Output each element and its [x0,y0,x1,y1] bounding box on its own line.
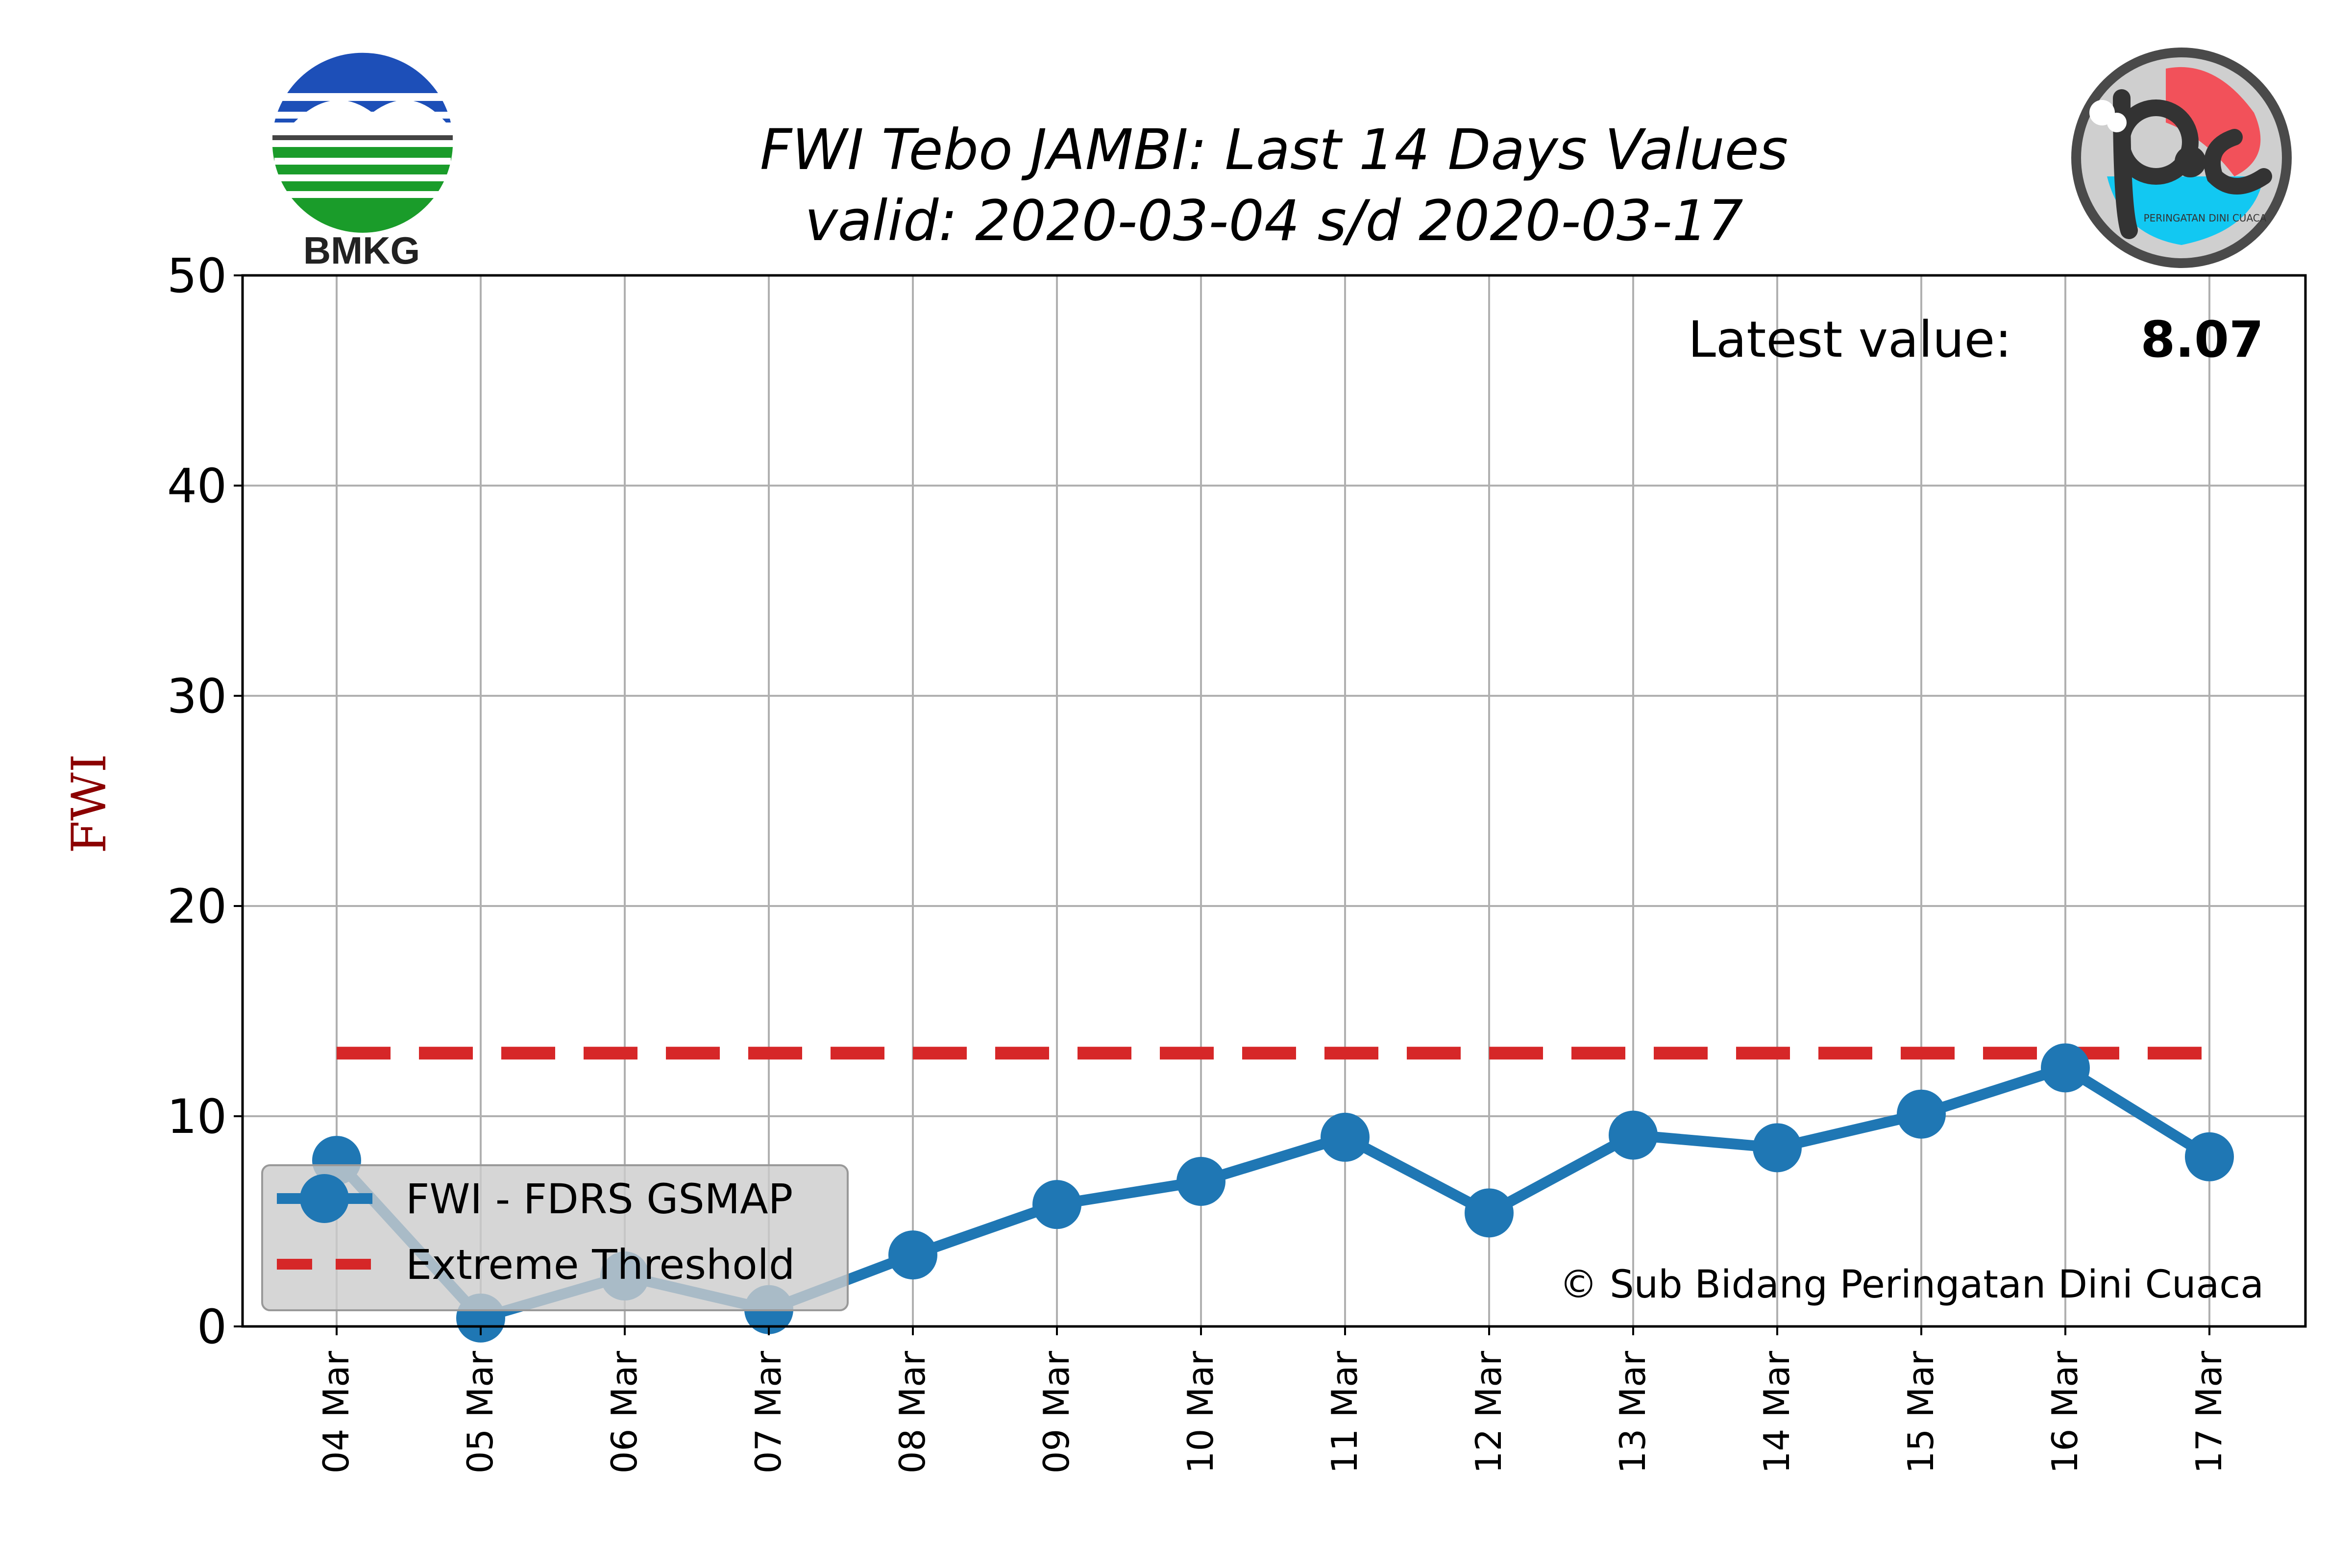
legend-label-fwi: FWI - FDRS GSMAP [406,1175,793,1223]
chart-title: FWI Tebo JAMBI: Last 14 Days Values [760,117,1788,182]
x-tick-label: 16 Mar [2044,1351,2085,1474]
y-axis-label: FWI [62,754,117,853]
y-tick-label: 40 [167,459,227,514]
x-tick-label: 12 Mar [1468,1351,1509,1474]
x-tick-label: 06 Mar [604,1351,645,1474]
x-tick-label: 04 Mar [316,1351,357,1474]
x-tick-label: 10 Mar [1180,1351,1221,1474]
x-tick-label: 09 Mar [1036,1351,1077,1474]
x-tick-label: 08 Mar [892,1351,933,1474]
x-tick-label: 07 Mar [748,1351,789,1474]
y-tick-label: 50 [167,248,227,303]
fwi-data-point [1321,1112,1370,1162]
legend-label-threshold: Extreme Threshold [406,1241,795,1289]
y-tick-label: 0 [197,1299,227,1354]
y-tick-label: 20 [167,879,227,934]
y-tick-label: 30 [167,669,227,724]
axis-ticks: 04 Mar 05 Mar 06 Mar 07 Mar 08 Mar 09 Mar 10 M… [167,248,2230,1473]
pdc-logo-caption: PERINGATAN DINI CUACA [2144,212,2267,224]
legend-box [261,1164,849,1311]
fwi-data-point [1176,1156,1225,1206]
x-tick-label: 13 Mar [1612,1351,1653,1474]
legend: FWI - FDRS GSMAP Extreme Threshold [261,1164,849,1311]
plot-frame [241,274,2307,1328]
fwi-data-point [1032,1180,1081,1229]
fwi-data-point [2041,1043,2090,1093]
latest-value: 8.07 [2140,311,2264,369]
pdc-logo: PERINGATAN DINI CUACA [2071,48,2292,268]
fwi-data-point [1609,1110,1658,1160]
latest-value-label: Latest value: [1688,311,2012,369]
x-tick-label: 15 Mar [1900,1351,1941,1474]
x-tick-label: 05 Mar [460,1351,501,1474]
legend-marker-fwi [300,1174,349,1223]
bmkg-logo-label: BMKG [303,229,420,272]
fwi-data-point [1465,1188,1514,1238]
x-tick-label: 11 Mar [1324,1351,1365,1474]
bmkg-logo: BMKG [272,51,453,272]
fwi-data-point [888,1230,937,1280]
x-tick-label: 17 Mar [2188,1351,2230,1474]
y-tick-label: 10 [167,1089,227,1144]
fwi-data-point [1897,1089,1946,1139]
x-tick-label: 14 Mar [1756,1351,1797,1474]
credit-text: © Sub Bidang Peringatan Dini Cuaca [1559,1263,2264,1307]
chart-subtitle: valid: 2020-03-04 s/d 2020-03-17 [805,188,1743,253]
fwi-data-point [2185,1132,2234,1181]
fwi-data-point [1753,1123,1802,1173]
